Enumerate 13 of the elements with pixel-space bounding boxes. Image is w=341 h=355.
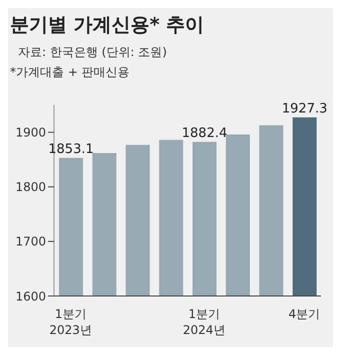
y-tick-label: 1900 <box>15 126 46 140</box>
chart-title: 분기별 가계신용* 추이 <box>10 13 206 38</box>
x-tick-label: 4분기 <box>288 307 320 321</box>
chart-subtitle: 자료: 한국은행 (단위: 조원) <box>18 44 168 61</box>
text: *가계대출 + 판매신용 <box>10 64 131 81</box>
x-tick-label: 1분기 2023년 <box>49 307 92 337</box>
data-label: 1882.4 <box>182 126 228 141</box>
data-label: 1927.3 <box>282 101 328 116</box>
y-tick-label: 1800 <box>15 180 46 194</box>
data-label: 1853.1 <box>48 142 94 157</box>
y-tick-label: 1600 <box>15 289 46 304</box>
y-tick-label: 1700 <box>15 234 46 249</box>
x-tick-label: 1분기 2024년 <box>182 307 226 337</box>
